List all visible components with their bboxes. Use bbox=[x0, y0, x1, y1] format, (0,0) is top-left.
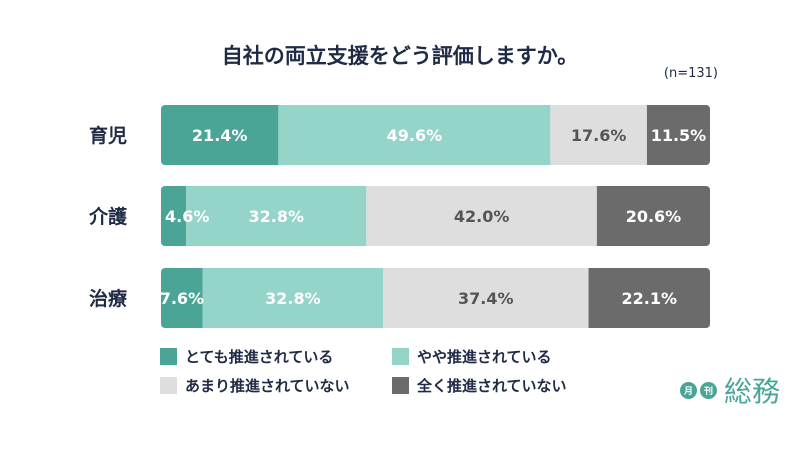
category-label: 育児 bbox=[89, 124, 127, 147]
sample-size-note: (n=131) bbox=[663, 66, 718, 81]
bar-segment bbox=[383, 268, 589, 328]
logo-badge-2: 刊 bbox=[700, 381, 717, 399]
legend-label: とても推進されている bbox=[185, 348, 334, 366]
legend-swatch bbox=[160, 348, 177, 365]
bar-segment bbox=[646, 105, 710, 165]
bar-segment bbox=[366, 186, 597, 246]
bar-segment bbox=[161, 105, 279, 165]
bar-row bbox=[161, 105, 710, 165]
bar-segment bbox=[161, 268, 203, 328]
category-label: 治療 bbox=[89, 287, 128, 310]
data-label: 21.4% bbox=[192, 126, 248, 145]
chart-title: 自社の両立支援をどう評価しますか。 bbox=[221, 44, 579, 68]
bar-segment bbox=[550, 105, 647, 165]
data-label: 37.4% bbox=[458, 289, 514, 308]
legend-item: やや推進されている bbox=[392, 346, 610, 367]
bar-row bbox=[161, 186, 710, 246]
data-label: 4.6% bbox=[165, 207, 209, 226]
category-label: 介護 bbox=[88, 205, 128, 228]
bar-segment bbox=[202, 268, 384, 328]
chart-legend: とても推進されている やや推進されているあまり推進されていない 全く推進されていない bbox=[160, 346, 610, 396]
bar-segment bbox=[186, 186, 367, 246]
bar-segment bbox=[161, 186, 187, 246]
bar-segment bbox=[596, 186, 710, 246]
data-label: 42.0% bbox=[454, 207, 510, 226]
data-label: 20.6% bbox=[626, 207, 682, 226]
bar-segment bbox=[588, 268, 710, 328]
bar-row bbox=[161, 268, 710, 328]
data-label: 32.8% bbox=[265, 289, 321, 308]
logo-badge-1: 月 bbox=[680, 381, 697, 399]
legend-label: やや推進されている bbox=[417, 348, 552, 366]
legend-swatch bbox=[160, 377, 177, 394]
bar-segment bbox=[278, 105, 551, 165]
data-label: 32.8% bbox=[249, 207, 305, 226]
legend-item: とても推進されている bbox=[160, 346, 392, 367]
data-label: 49.6% bbox=[387, 126, 443, 145]
legend-item: 全く推進されていない bbox=[392, 375, 610, 396]
data-label: 11.5% bbox=[651, 126, 707, 145]
data-label: 22.1% bbox=[622, 289, 678, 308]
magazine-logo: 月 刊 総務 bbox=[680, 370, 780, 410]
legend-swatch bbox=[392, 348, 409, 365]
legend-label: 全く推進されていない bbox=[417, 377, 567, 395]
data-label: 7.6% bbox=[160, 289, 204, 308]
legend-item: あまり推進されていない bbox=[160, 375, 392, 396]
legend-swatch bbox=[392, 377, 409, 394]
data-label: 17.6% bbox=[571, 126, 627, 145]
logo-text: 総務 bbox=[724, 375, 781, 408]
legend-label: あまり推進されていない bbox=[185, 377, 350, 395]
